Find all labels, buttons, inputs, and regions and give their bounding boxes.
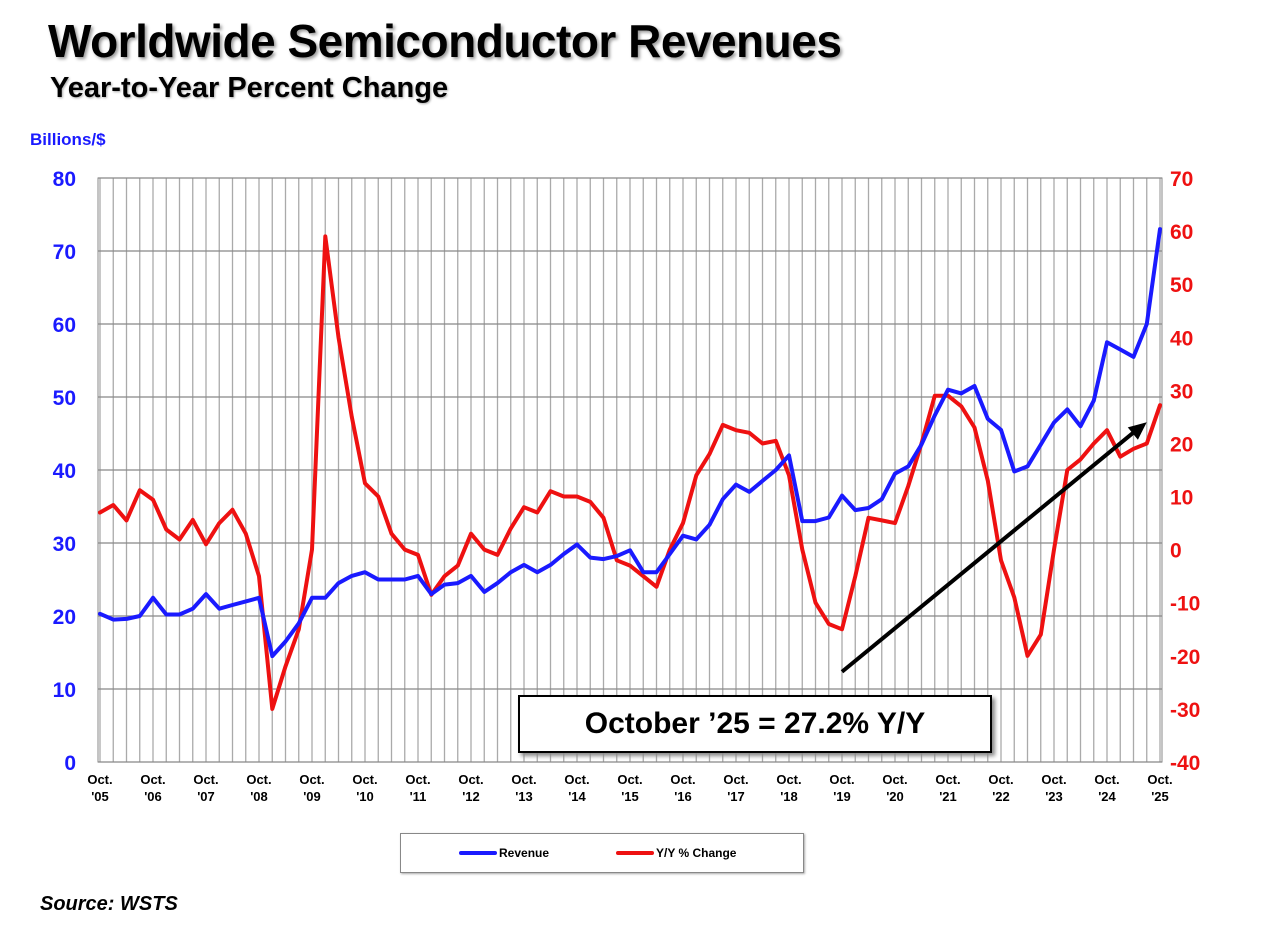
annotation-arrow-line	[840, 426, 1141, 674]
left-tick-label: 0	[64, 752, 76, 775]
x-tick-label: '21	[939, 789, 957, 804]
x-tick-label: Oct.	[458, 772, 483, 787]
chart-title: Worldwide Semiconductor Revenues	[48, 15, 842, 67]
x-tick-label: '05	[91, 789, 109, 804]
x-tick-label: Oct.	[882, 772, 907, 787]
left-tick-label: 20	[53, 606, 76, 629]
right-tick-label: 30	[1170, 380, 1193, 403]
x-tick-label: '10	[356, 789, 374, 804]
annotation-arrowhead	[1127, 422, 1147, 440]
right-tick-label: 70	[1170, 168, 1193, 191]
x-tick-label: '23	[1045, 789, 1063, 804]
x-tick-label: Oct.	[352, 772, 377, 787]
right-tick-label: 0	[1170, 540, 1182, 563]
x-tick-label: Oct.	[617, 772, 642, 787]
right-tick-label: -20	[1170, 646, 1200, 669]
legend-label-revenue: Revenue	[499, 846, 550, 860]
x-tick-label: Oct.	[935, 772, 960, 787]
left-tick-label: 40	[53, 460, 76, 483]
x-tick-label: Oct.	[1147, 772, 1172, 787]
x-tick-label: Oct.	[1041, 772, 1066, 787]
legend-label-yoy: Y/Y % Change	[656, 846, 737, 860]
right-tick-label: -30	[1170, 699, 1200, 722]
x-tick-label: '14	[568, 789, 586, 804]
x-tick-label: '17	[727, 789, 745, 804]
annotation-box: October ’25 = 27.2% Y/Y	[518, 695, 992, 753]
x-tick-label: '18	[780, 789, 798, 804]
x-tick-label: Oct.	[776, 772, 801, 787]
left-tick-label: 30	[53, 533, 76, 556]
x-tick-label: Oct.	[511, 772, 536, 787]
chart-subtitle: Year-to-Year Percent Change	[50, 72, 449, 104]
x-tick-label: Oct.	[723, 772, 748, 787]
left-axis-label: Billions/$	[30, 130, 106, 149]
left-tick-label: 60	[53, 314, 76, 337]
x-tick-label: '25	[1151, 789, 1169, 804]
x-tick-label: '22	[992, 789, 1010, 804]
x-tick-label: Oct.	[829, 772, 854, 787]
legend-swatch-yoy	[616, 851, 654, 855]
right-tick-label: -10	[1170, 593, 1200, 616]
right-tick-label: 10	[1170, 487, 1193, 510]
right-tick-label: 60	[1170, 221, 1193, 244]
right-tick-label: 40	[1170, 327, 1193, 350]
left-tick-label: 10	[53, 679, 76, 702]
x-tick-label: '16	[674, 789, 692, 804]
x-tick-label: Oct.	[988, 772, 1013, 787]
x-tick-label: Oct.	[246, 772, 271, 787]
x-tick-label: '11	[410, 789, 427, 804]
x-tick-label: '09	[303, 789, 321, 804]
left-tick-label: 80	[53, 168, 76, 191]
series-line-yoy-change	[98, 234, 1162, 711]
x-tick-label: Oct.	[299, 772, 324, 787]
x-tick-label: '07	[197, 789, 215, 804]
right-tick-label: -40	[1170, 752, 1200, 775]
x-tick-label: Oct.	[1094, 772, 1119, 787]
x-tick-label: '13	[515, 789, 533, 804]
series-line-revenue	[98, 227, 1162, 659]
x-tick-label: '20	[886, 789, 904, 804]
legend-item-revenue: Revenue	[459, 846, 549, 860]
x-tick-label: Oct.	[140, 772, 165, 787]
x-tick-label: Oct.	[405, 772, 430, 787]
x-tick-label: '08	[250, 789, 268, 804]
left-tick-label: 50	[53, 387, 76, 410]
legend-swatch-revenue	[459, 851, 497, 855]
left-tick-label: 70	[53, 241, 76, 264]
legend: Revenue Y/Y % Change	[400, 833, 804, 873]
x-tick-label: '15	[621, 789, 639, 804]
source-note: Source: WSTS	[40, 893, 178, 915]
x-tick-label: Oct.	[193, 772, 218, 787]
right-tick-label: 50	[1170, 274, 1193, 297]
x-tick-label: '12	[462, 789, 480, 804]
x-tick-label: '19	[833, 789, 851, 804]
x-tick-label: Oct.	[564, 772, 589, 787]
x-tick-label: Oct.	[670, 772, 695, 787]
x-tick-label: Oct.	[87, 772, 112, 787]
x-tick-label: '06	[144, 789, 162, 804]
legend-item-yoy: Y/Y % Change	[616, 846, 736, 860]
right-tick-label: 20	[1170, 433, 1193, 456]
x-tick-label: '24	[1098, 789, 1116, 804]
